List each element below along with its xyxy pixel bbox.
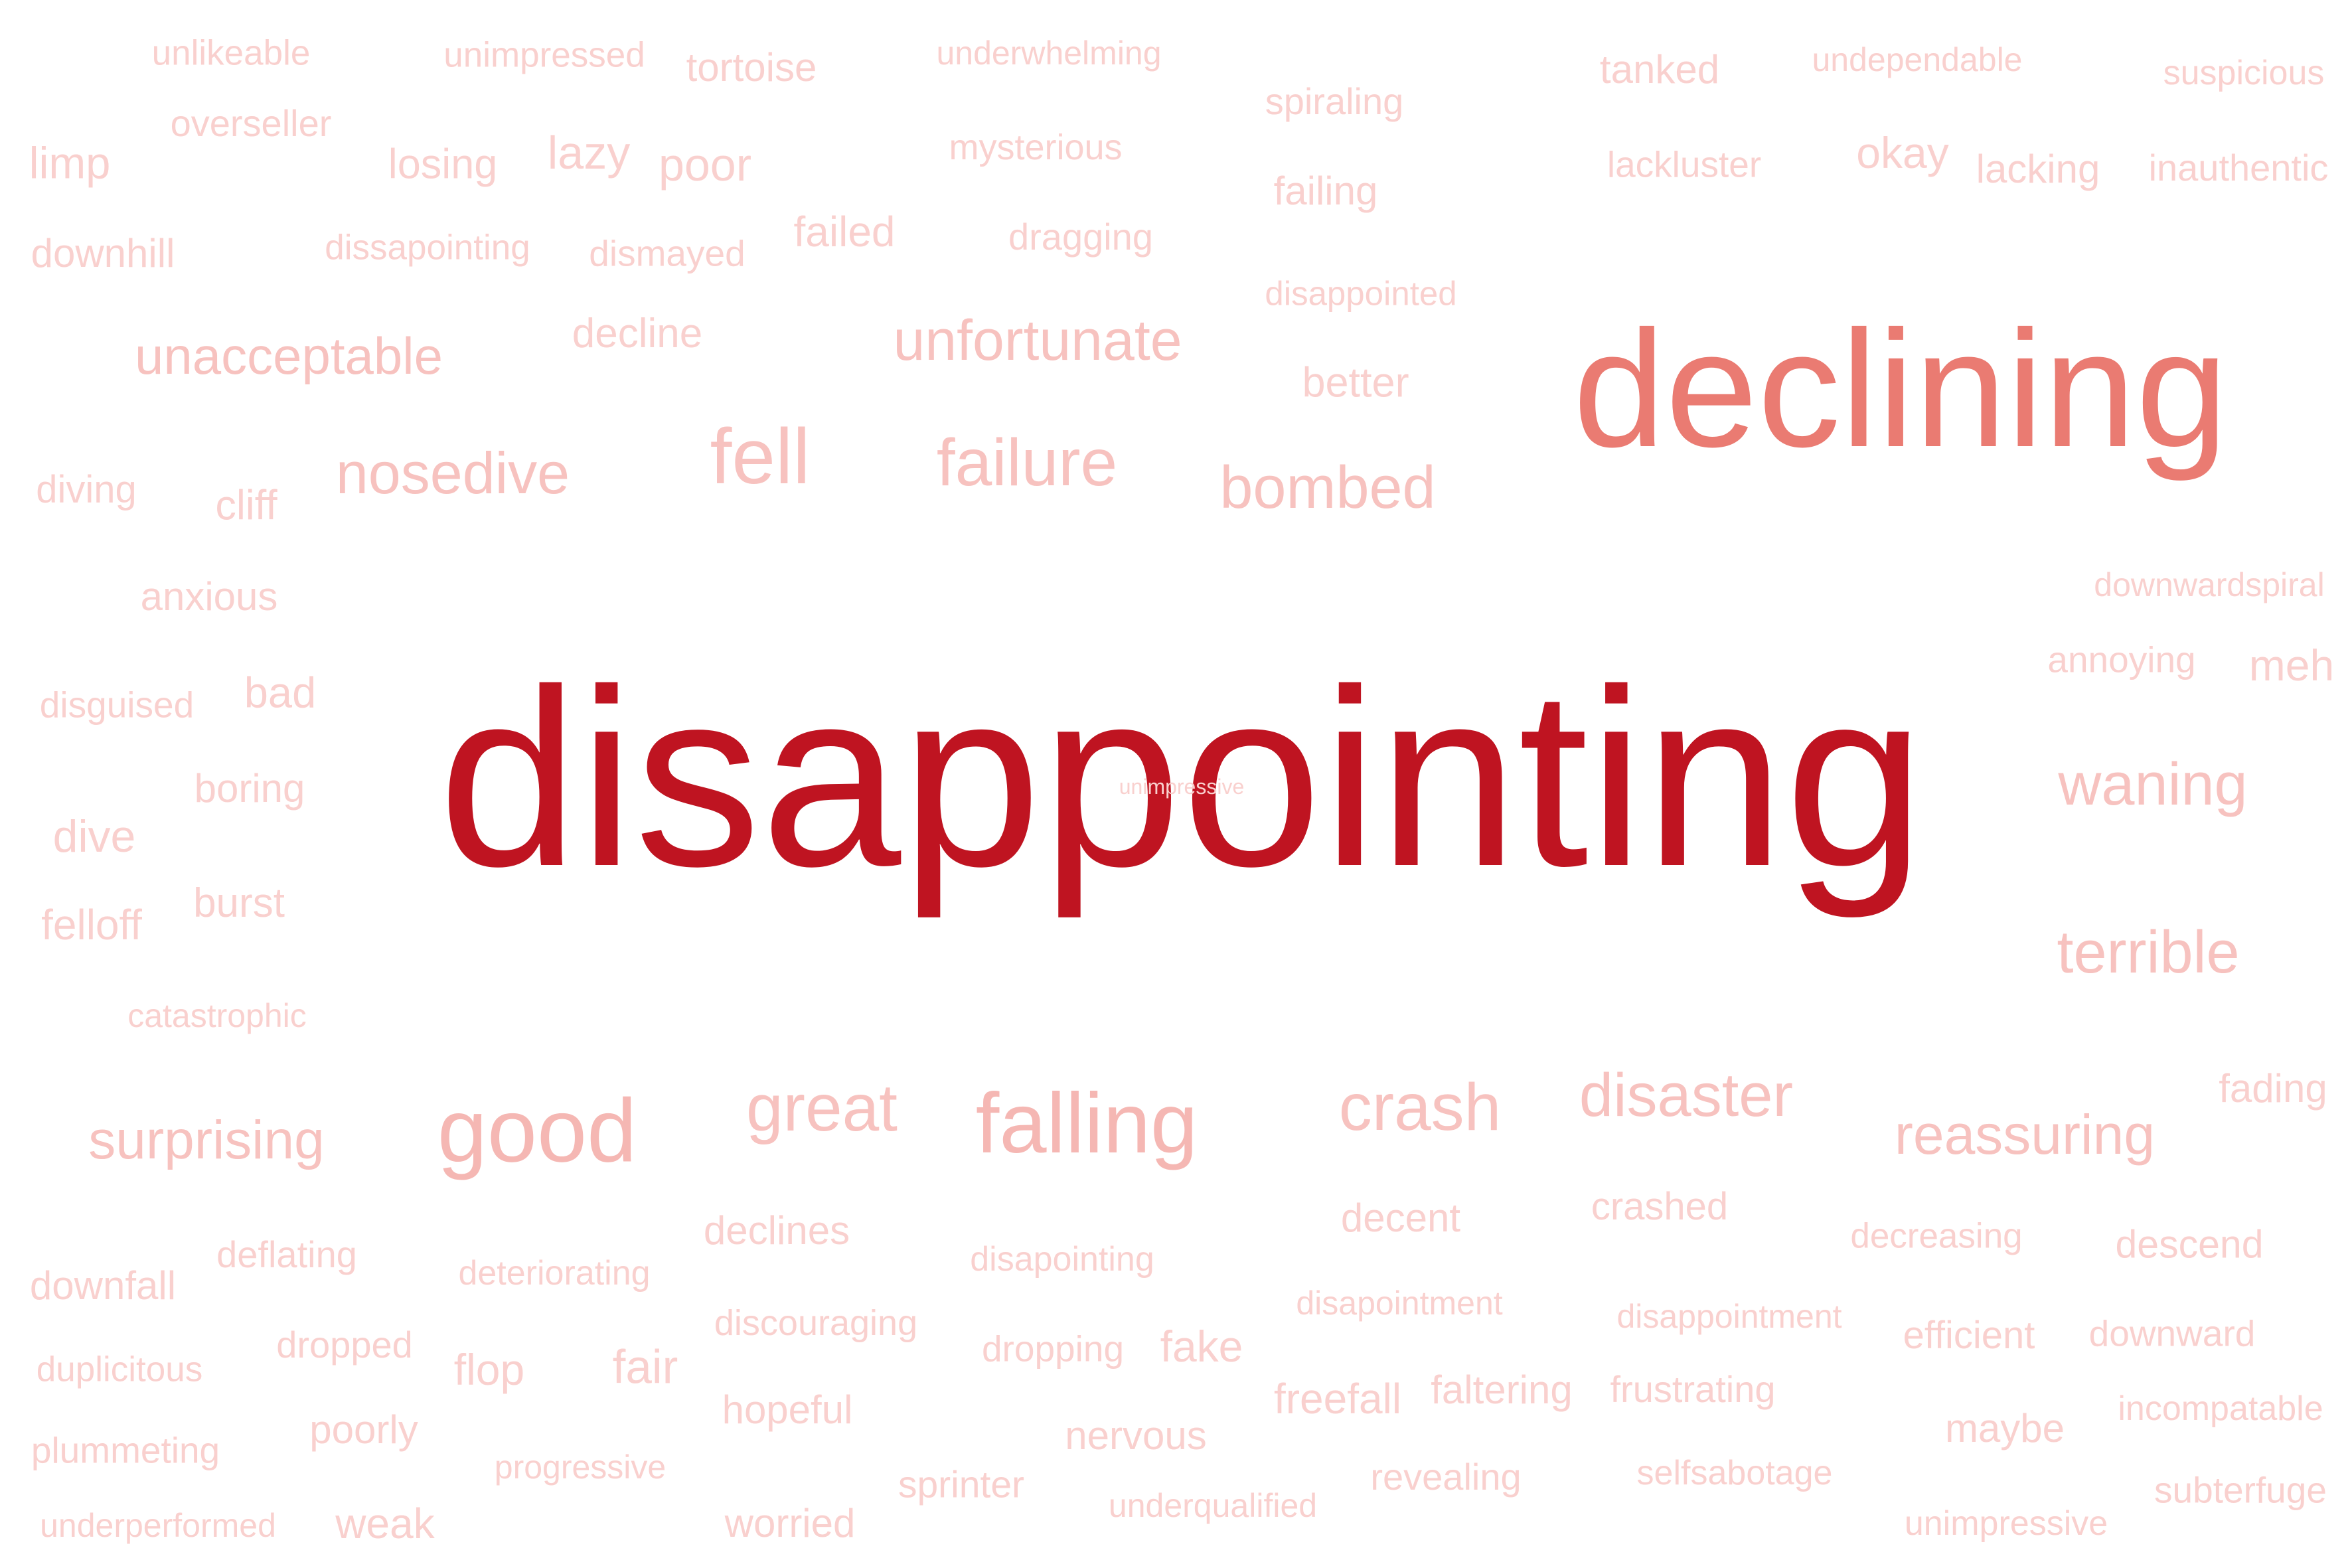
word-discouraging: discouraging [714, 1303, 918, 1343]
word-downwardspiral: downwardspiral [2094, 566, 2325, 603]
word-burst: burst [193, 880, 285, 926]
word-lazy: lazy [547, 127, 631, 179]
word-failed: failed [793, 208, 896, 256]
word-nervous: nervous [1065, 1413, 1207, 1458]
word-hopeful: hopeful [722, 1387, 853, 1432]
word-descend: descend [2115, 1222, 2264, 1267]
word-subterfuge: subterfuge [2154, 1469, 2327, 1511]
word-suspicious: suspicious [2163, 54, 2325, 92]
word-reassuring: reassuring [1894, 1103, 2156, 1166]
word-poorly: poorly [309, 1407, 418, 1452]
word-crashed: crashed [1591, 1185, 1729, 1228]
word-maybe: maybe [1944, 1406, 2065, 1450]
word-unimpressive: unimpressive [1904, 1504, 2108, 1543]
word-disapointment: disapointment [1296, 1285, 1503, 1322]
word-declining: declining [1573, 296, 2229, 481]
word-spiraling: spiraling [1265, 80, 1404, 122]
word-flop: flop [453, 1345, 525, 1394]
word-disaster: disaster [1579, 1061, 1794, 1129]
word-undependable: undependable [1812, 41, 2023, 78]
word-poor: poor [658, 139, 752, 191]
word-losing: losing [388, 141, 498, 188]
word-incompatable: incompatable [2118, 1389, 2323, 1428]
word-frustrating: frustrating [1610, 1368, 1776, 1410]
word-cliff: cliff [215, 482, 277, 529]
word-unimpressive: unimpressive [1119, 775, 1245, 799]
word-sprinter: sprinter [898, 1463, 1025, 1506]
word-dive: dive [52, 811, 136, 862]
word-terrible: terrible [2057, 919, 2240, 986]
word-underqualified: underqualified [1108, 1487, 1318, 1524]
word-progressive: progressive [494, 1449, 666, 1486]
word-disappointment: disappointment [1616, 1298, 1842, 1335]
word-deteriorating: deteriorating [458, 1254, 651, 1293]
word-fair: fair [612, 1341, 678, 1394]
word-mysterious: mysterious [949, 127, 1123, 167]
word-bad: bad [244, 668, 317, 717]
word-good: good [437, 1080, 637, 1181]
word-decreasing: decreasing [1850, 1216, 2023, 1256]
word-dismayed: dismayed [589, 232, 745, 274]
word-tortoise: tortoise [686, 45, 817, 90]
word-unimpressed: unimpressed [443, 35, 645, 75]
word-diving: diving [36, 468, 137, 511]
word-lackluster: lackluster [1607, 143, 1762, 185]
word-waning: waning [2058, 751, 2248, 818]
word-dragging: dragging [1008, 216, 1153, 258]
word-downward: downward [2088, 1312, 2256, 1354]
word-unfortunate: unfortunate [893, 309, 1182, 372]
word-boring: boring [194, 766, 305, 811]
word-failure: failure [936, 426, 1118, 500]
word-annoying: annoying [2047, 639, 2196, 680]
word-falling: falling [975, 1076, 1198, 1171]
word-anxious: anxious [140, 574, 278, 619]
word-dropped: dropped [276, 1324, 413, 1366]
word-overseller: overseller [170, 102, 332, 144]
word-fell: fell [710, 413, 811, 501]
word-disguised: disguised [39, 684, 195, 726]
word-fading: fading [2219, 1066, 2327, 1111]
word-unlikeable: unlikeable [151, 33, 311, 73]
word-deflating: deflating [216, 1233, 357, 1275]
word-inauthentic: inauthentic [2148, 147, 2329, 189]
word-duplicitous: duplicitous [36, 1350, 203, 1389]
word-selfsabotage: selfsabotage [1636, 1454, 1833, 1492]
word-freefall: freefall [1273, 1375, 1402, 1423]
word-meh: meh [2248, 641, 2335, 690]
word-dissapointing: dissapointing [325, 228, 530, 268]
word-revealing: revealing [1370, 1456, 1522, 1498]
word-efficient: efficient [1903, 1314, 2035, 1357]
word-faltering: faltering [1431, 1368, 1573, 1412]
word-okay: okay [1856, 128, 1949, 177]
word-fake: fake [1160, 1322, 1243, 1371]
word-underwhelming: underwhelming [936, 35, 1162, 72]
word-surprising: surprising [88, 1110, 325, 1170]
word-decline: decline [572, 311, 703, 356]
word-bombed: bombed [1219, 455, 1436, 521]
word-unacceptable: unacceptable [134, 327, 443, 385]
word-felloff: felloff [41, 901, 142, 949]
word-disappointed: disappointed [1265, 274, 1457, 313]
word-weak: weak [335, 1500, 435, 1547]
word-better: better [1302, 359, 1409, 406]
word-disapointing: disapointing [970, 1240, 1154, 1279]
word-disappointing: disappointing [438, 637, 1925, 919]
word-downfall: downfall [29, 1263, 177, 1308]
word-underperformed: underperformed [40, 1507, 276, 1544]
word-plummeting: plummeting [31, 1429, 220, 1471]
word-decent: decent [1340, 1196, 1461, 1240]
word-worried: worried [724, 1501, 856, 1545]
word-dropping: dropping [981, 1328, 1125, 1370]
word-great: great [746, 1071, 898, 1145]
word-downhill: downhill [31, 231, 175, 275]
word-failing: failing [1273, 169, 1378, 213]
word-lacking: lacking [1976, 147, 2100, 191]
word-declines: declines [703, 1208, 850, 1253]
word-limp: limp [29, 138, 111, 189]
word-crash: crash [1338, 1070, 1502, 1144]
word-tanked: tanked [1599, 47, 1720, 92]
word-catastrophic: catastrophic [127, 997, 307, 1034]
word-nosedive: nosedive [335, 440, 570, 506]
